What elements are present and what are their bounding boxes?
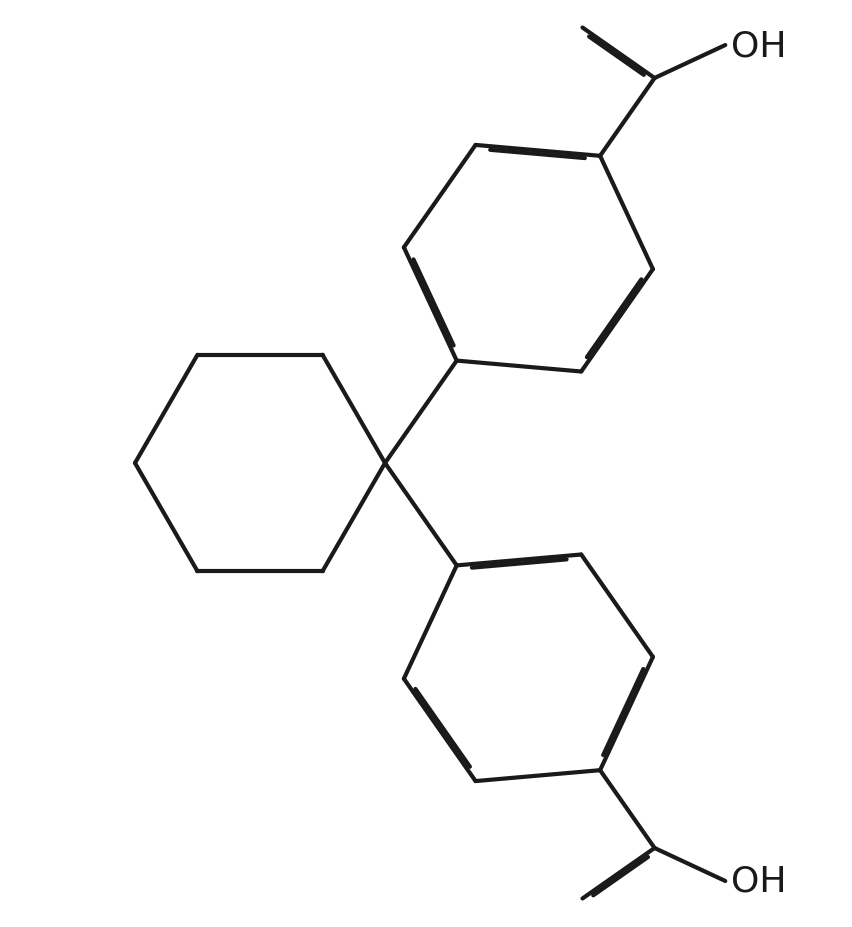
Text: OH: OH (731, 29, 786, 63)
Text: OH: OH (731, 864, 786, 898)
